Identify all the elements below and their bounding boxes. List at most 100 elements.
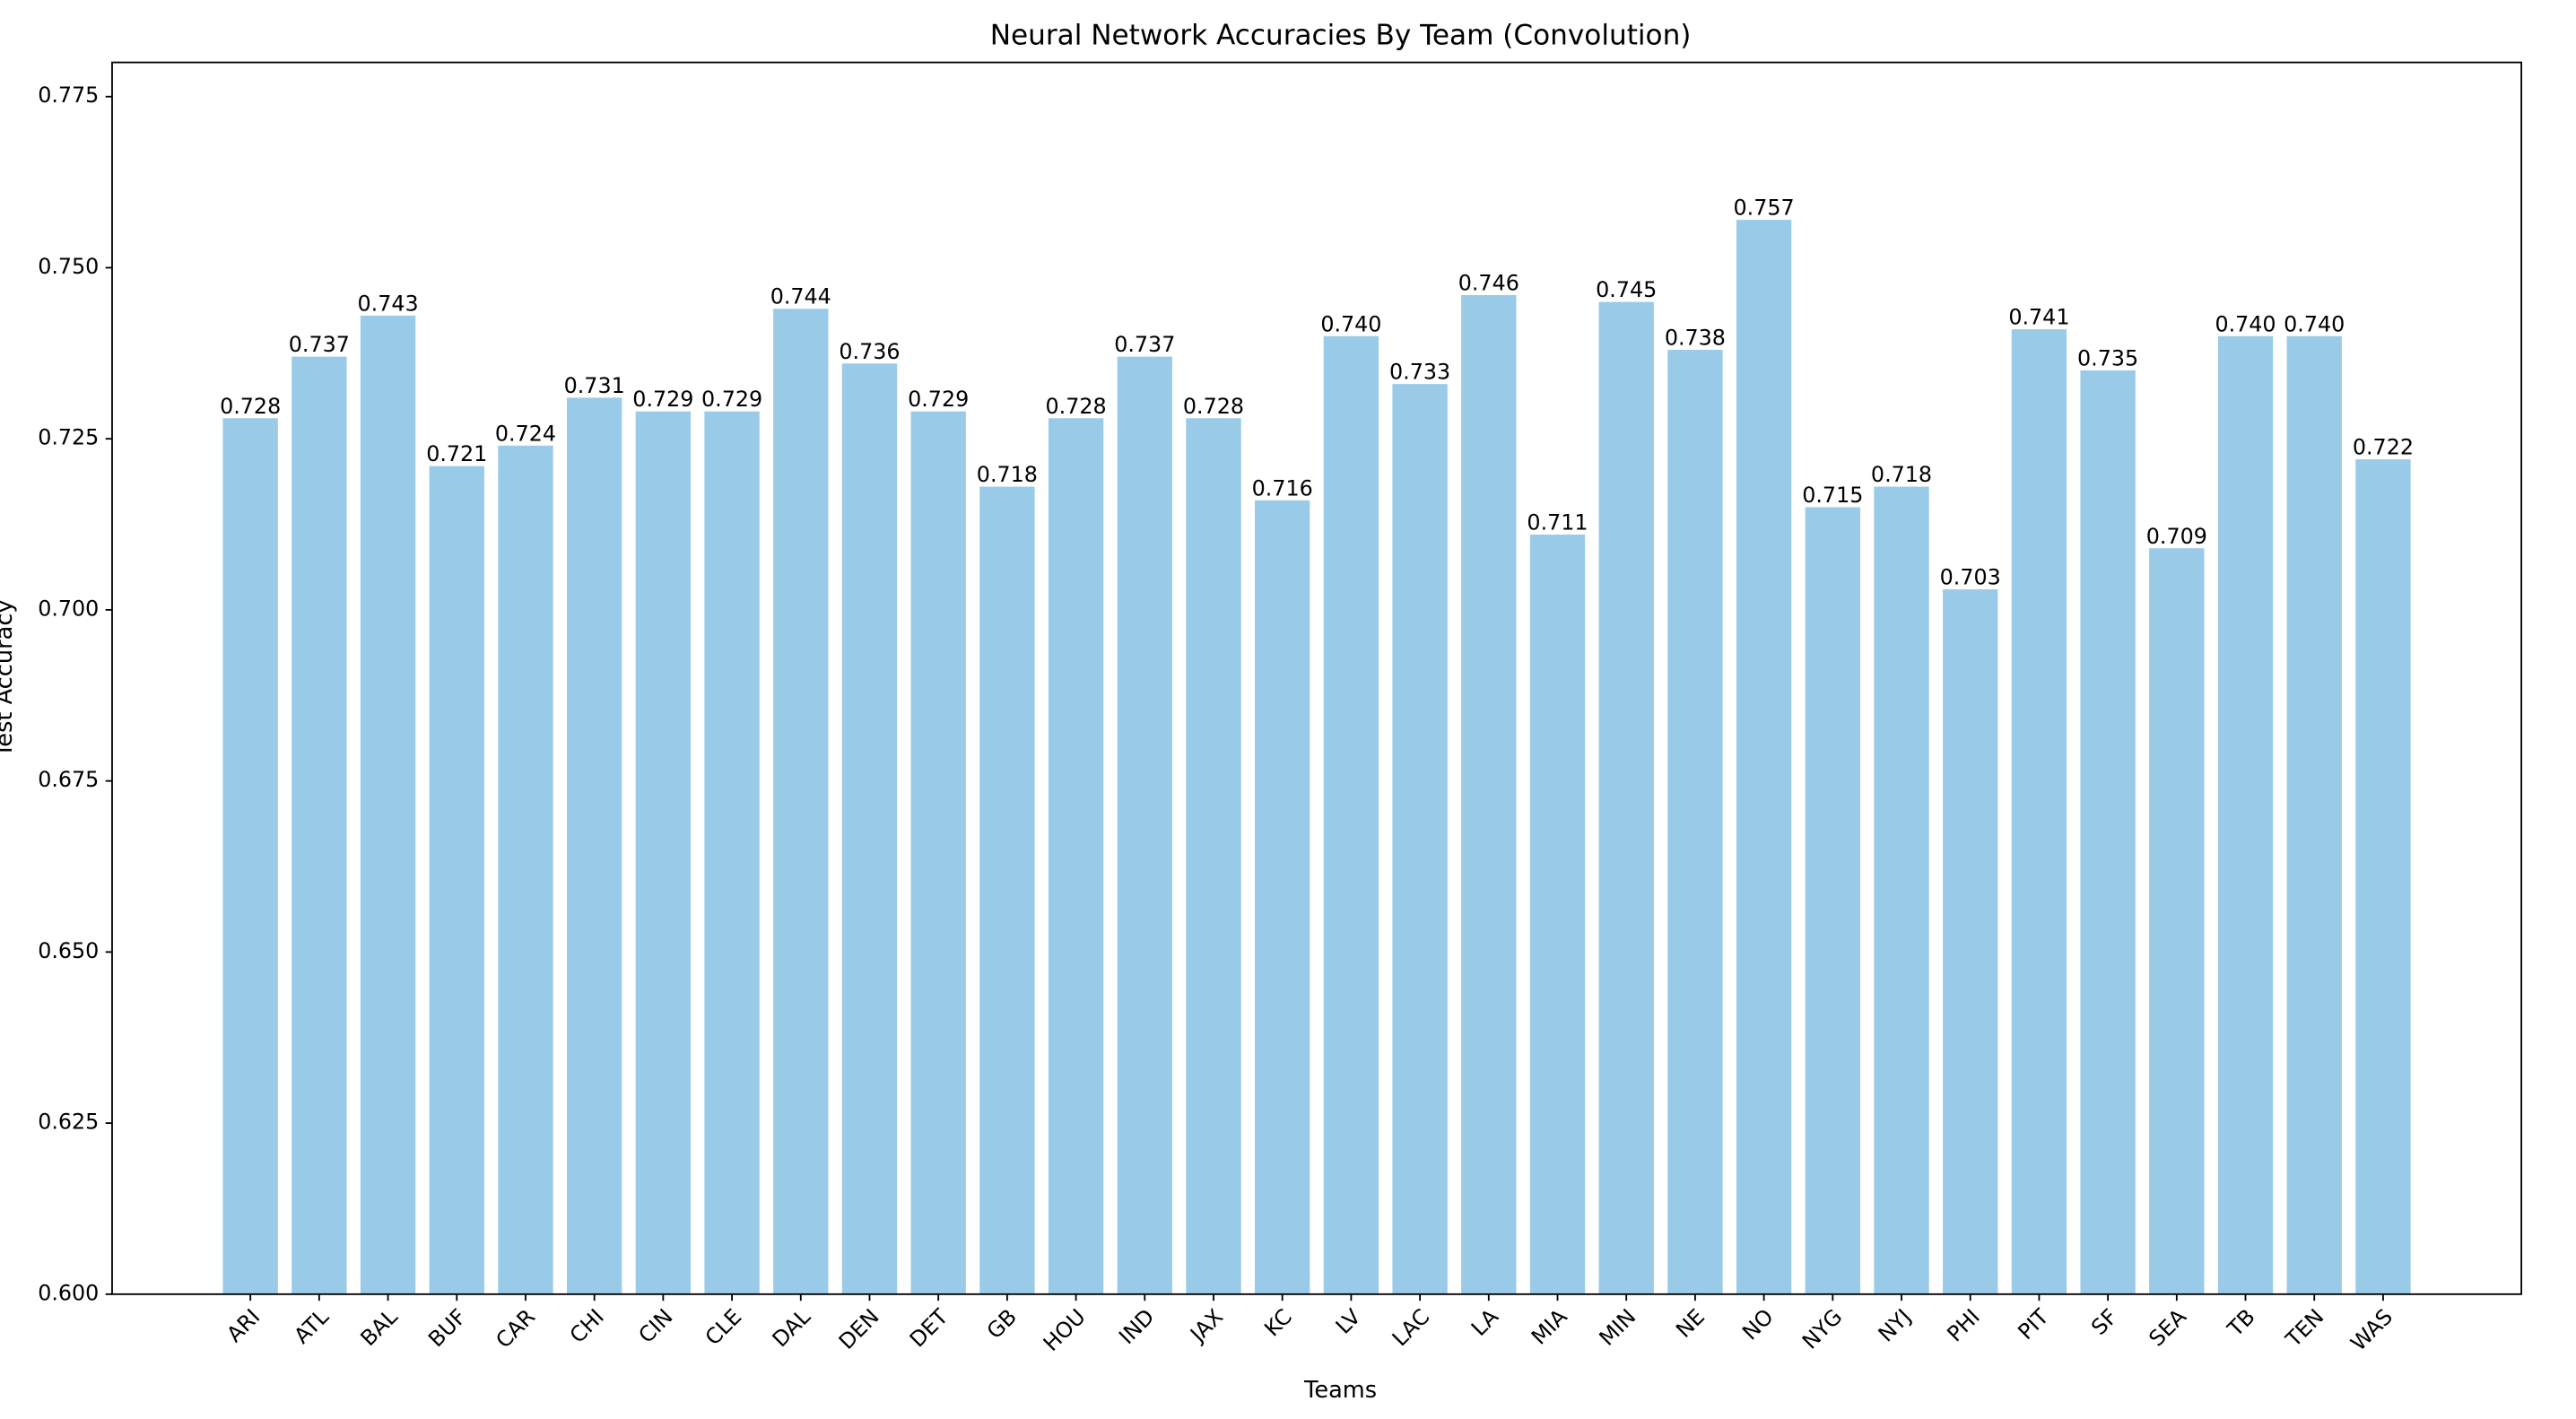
value-label: 0.728 xyxy=(1046,394,1107,419)
y-tick-label: 0.675 xyxy=(38,767,99,792)
value-label: 0.716 xyxy=(1252,475,1313,501)
bar xyxy=(1048,418,1104,1294)
x-tick-label: JAX xyxy=(1184,1304,1228,1348)
value-label: 0.735 xyxy=(2077,345,2138,370)
value-label: 0.715 xyxy=(1802,483,1863,508)
value-label: 0.738 xyxy=(1665,326,1726,351)
axes-frame xyxy=(111,61,2523,1295)
x-tick-label: TB xyxy=(2222,1304,2259,1342)
bar xyxy=(1255,500,1310,1294)
value-label: 0.722 xyxy=(2353,435,2414,460)
value-label: 0.737 xyxy=(1114,332,1175,357)
bar xyxy=(1323,335,1379,1294)
bar xyxy=(841,363,898,1294)
bar xyxy=(773,309,829,1294)
value-label: 0.733 xyxy=(1389,360,1450,385)
x-tick-label: SF xyxy=(2086,1304,2122,1340)
x-tick-label: SEA xyxy=(2144,1303,2191,1351)
value-label: 0.736 xyxy=(839,339,900,364)
x-tick-label: BAL xyxy=(355,1303,403,1351)
x-tick-label: CHI xyxy=(565,1304,609,1348)
bar xyxy=(1874,486,1929,1294)
x-tick-label: BUF xyxy=(423,1304,471,1352)
value-label: 0.718 xyxy=(977,462,1038,487)
value-label: 0.744 xyxy=(770,284,831,309)
bar xyxy=(704,411,760,1294)
x-tick-label: IND xyxy=(1114,1304,1159,1349)
x-tick-label: LV xyxy=(1331,1303,1366,1338)
bar xyxy=(1392,384,1448,1294)
x-tick-label: NYJ xyxy=(1874,1304,1917,1347)
value-label: 0.731 xyxy=(564,373,625,398)
value-label: 0.741 xyxy=(2008,305,2069,330)
plot-area: 0.600 0.625 0.650 0.675 0.700 0.725 0.750 0.775… xyxy=(38,83,2414,1356)
x-tick-label: HOU xyxy=(1039,1304,1091,1356)
bar xyxy=(1805,507,1860,1294)
x-tick-label: DET xyxy=(905,1304,953,1353)
y-tick-label: 0.700 xyxy=(38,596,99,621)
x-tick-label: NYG xyxy=(1797,1304,1848,1354)
bar xyxy=(360,315,416,1294)
value-label: 0.729 xyxy=(701,387,762,412)
value-label: 0.757 xyxy=(1734,196,1795,221)
bar xyxy=(2286,335,2342,1294)
value-label: 0.740 xyxy=(1320,311,1381,336)
x-tick-label: LAC xyxy=(1388,1304,1435,1352)
value-label: 0.711 xyxy=(1527,510,1588,535)
bar xyxy=(910,411,966,1294)
bar xyxy=(1117,356,1172,1294)
bar xyxy=(1943,589,1998,1294)
x-tick-label: PHI xyxy=(1942,1304,1985,1347)
bar xyxy=(1529,534,1586,1294)
x-tick-label: DEN xyxy=(834,1304,884,1354)
y-tick-label: 0.600 xyxy=(38,1280,99,1305)
value-label: 0.728 xyxy=(1183,394,1244,419)
y-tick-label: 0.750 xyxy=(38,254,99,279)
bar xyxy=(2080,370,2136,1294)
bar xyxy=(979,486,1035,1294)
x-tick-label: PIT xyxy=(2013,1304,2054,1345)
x-axis-label: Teams xyxy=(1303,1377,1377,1404)
value-label: 0.745 xyxy=(1596,277,1657,302)
x-tick-label: ARI xyxy=(222,1304,265,1347)
bar xyxy=(1461,294,1517,1294)
value-label: 0.721 xyxy=(426,441,487,466)
bar xyxy=(1186,418,1241,1294)
bar xyxy=(292,356,347,1294)
chart-title: Neural Network Accuracies By Team (Convo… xyxy=(990,19,1692,51)
y-tick-label: 0.625 xyxy=(38,1110,99,1135)
x-tick-label: CAR xyxy=(491,1304,540,1354)
value-label: 0.724 xyxy=(495,421,556,446)
value-label: 0.746 xyxy=(1458,270,1519,295)
value-label: 0.729 xyxy=(632,387,693,412)
bar xyxy=(2011,329,2067,1294)
bar xyxy=(1736,220,1792,1294)
bar xyxy=(429,466,484,1294)
y-tick-label: 0.650 xyxy=(38,938,99,963)
value-label: 0.728 xyxy=(220,394,281,419)
bar xyxy=(635,411,692,1294)
bar xyxy=(566,397,622,1294)
bar xyxy=(222,418,278,1294)
value-label: 0.729 xyxy=(908,387,969,412)
x-tick-label: LA xyxy=(1466,1303,1504,1341)
x-tick-label: MIA xyxy=(1527,1303,1572,1349)
x-tick-label: TEN xyxy=(2280,1304,2328,1353)
value-label: 0.743 xyxy=(357,291,418,316)
bar xyxy=(1667,350,1723,1294)
bar xyxy=(1598,301,1654,1294)
x-tick-label: NE xyxy=(1671,1304,1710,1343)
y-axis-label: Test Accuracy xyxy=(0,599,18,758)
bar xyxy=(2149,548,2205,1294)
x-tick-label: KC xyxy=(1259,1304,1297,1342)
bar xyxy=(2355,459,2411,1294)
x-tick-label: DAL xyxy=(768,1303,816,1352)
value-label: 0.703 xyxy=(1940,565,2001,590)
x-tick-label: WAS xyxy=(2345,1304,2398,1356)
bar xyxy=(2217,335,2274,1294)
x-tick-label: CIN xyxy=(633,1304,677,1348)
value-label: 0.718 xyxy=(1871,462,1932,487)
value-label: 0.740 xyxy=(2215,311,2276,336)
value-label: 0.709 xyxy=(2146,524,2207,549)
